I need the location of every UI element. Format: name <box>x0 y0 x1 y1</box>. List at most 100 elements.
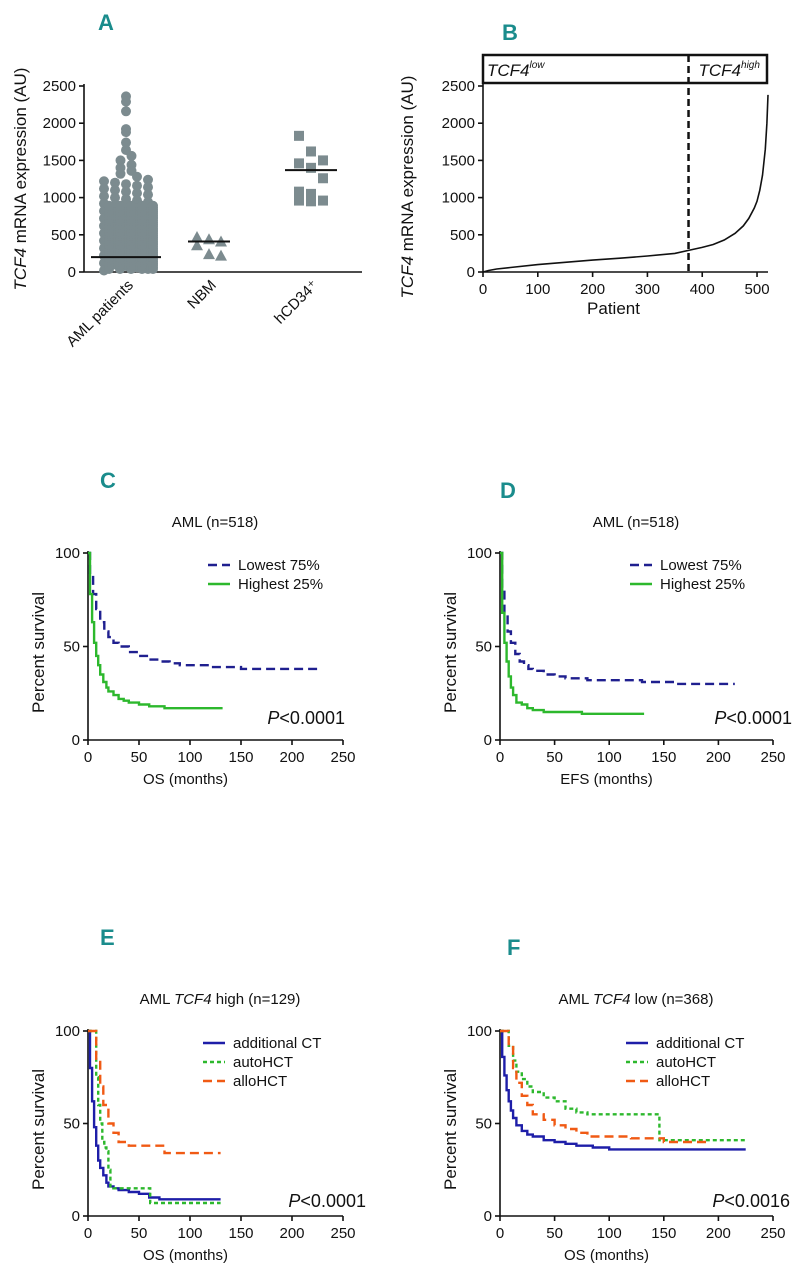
x-axis-title: OS (months) <box>143 771 228 788</box>
survival-curve <box>500 1029 708 1144</box>
data-point <box>143 189 153 200</box>
x-tick-label: 50 <box>546 1225 563 1242</box>
data-point <box>121 106 131 117</box>
y-tick-label: 50 <box>63 1116 80 1133</box>
data-point <box>99 183 109 194</box>
y-tick-label: 1500 <box>43 152 76 169</box>
x-tick-label: 100 <box>597 1225 622 1242</box>
data-point <box>318 155 328 166</box>
data-point <box>306 146 316 157</box>
p-value-number: <0.0001 <box>726 708 792 728</box>
data-point <box>110 177 120 188</box>
survival-curve <box>500 1029 746 1151</box>
panel-title-part: AML <box>559 991 593 1008</box>
legend-label: Highest 25% <box>660 576 745 593</box>
data-point <box>121 179 131 190</box>
data-point <box>137 200 147 211</box>
y-tick-label: 50 <box>475 639 492 656</box>
legend-label: additional CT <box>233 1035 321 1052</box>
y-axis-title-gene: TCF4 <box>398 256 417 299</box>
survival-curve <box>500 551 645 715</box>
y-tick-label: 2000 <box>43 115 76 132</box>
data-point <box>191 239 203 251</box>
survival-curve <box>500 551 735 686</box>
p-value: P<0.0001 <box>267 708 345 728</box>
y-tick-label: 1000 <box>442 190 475 207</box>
panel-d: 0 50 100 0 50 100 150 200 250 D Percent survival EF… <box>441 478 792 788</box>
y-tick-label: 0 <box>68 264 76 281</box>
legend-label: alloHCT <box>656 1073 710 1090</box>
data-point <box>115 168 126 179</box>
data-point <box>115 155 126 166</box>
panel-title: AML TCF4 low (n=368) <box>559 991 714 1008</box>
legend-label: alloHCT <box>233 1073 287 1090</box>
y-tick-label: 0 <box>484 732 492 749</box>
panel-title-gene: TCF4 <box>593 991 631 1008</box>
legend-label: Lowest 75% <box>238 557 320 574</box>
x-tick-label: 200 <box>706 1225 731 1242</box>
data-point <box>121 127 131 138</box>
y-axis-title-rest: mRNA expression (AU) <box>398 76 417 256</box>
y-tick-label: 0 <box>72 1208 80 1225</box>
x-axis-title: EFS (months) <box>560 771 653 788</box>
x-tick-label: 250 <box>760 749 785 766</box>
x-axis-title: OS (months) <box>143 1247 228 1264</box>
data-point <box>143 182 153 193</box>
x-tick-label: 100 <box>177 1225 202 1242</box>
data-point <box>121 186 131 197</box>
x-tick-label: 100 <box>525 281 550 298</box>
panel-title: AML TCF4 high (n=129) <box>140 991 301 1008</box>
data-point <box>126 200 136 211</box>
panel-label: C <box>100 468 116 493</box>
y-axis-title: TCF4 mRNA expression (AU) <box>398 76 417 299</box>
panel-title-part: AML <box>140 991 174 1008</box>
legend-label: autoHCT <box>233 1054 293 1071</box>
panel-c: 0 50 100 0 50 100 150 200 250 C Percent survival OS… <box>29 468 356 788</box>
x-tick-label: 150 <box>228 749 253 766</box>
x-tick-label: 400 <box>690 281 715 298</box>
survival-curve <box>88 1029 221 1205</box>
panel-label: F <box>507 935 520 960</box>
y-tick-label: 1500 <box>442 152 475 169</box>
data-point <box>115 200 125 211</box>
panel-e: 0 50 100 0 50 100 150 200 250 E Percent survival OS… <box>29 925 366 1264</box>
data-point <box>104 200 114 211</box>
data-point <box>215 249 227 261</box>
group-triangle-points <box>191 231 227 261</box>
data-point <box>132 180 142 191</box>
p-value-symbol: P <box>267 708 279 728</box>
p-value-number: <0.0016 <box>724 1191 790 1211</box>
x-tick-label: 250 <box>330 749 355 766</box>
x-tick-label: 200 <box>279 1225 304 1242</box>
panel-title: AML (n=518) <box>172 514 259 531</box>
y-tick-label: 0 <box>72 732 80 749</box>
y-axis-title: TCF4 mRNA expression (AU) <box>11 68 30 291</box>
x-tick-label: 100 <box>177 749 202 766</box>
x-tick-label: 150 <box>651 1225 676 1242</box>
survival-curve <box>88 1029 221 1155</box>
data-point <box>318 195 328 206</box>
panel-a: 0 500 1000 1500 2000 2500 A TCF4 mRNA expressio… <box>11 10 362 350</box>
data-point <box>294 186 304 197</box>
x-tick-label: 200 <box>580 281 605 298</box>
band-label-high: TCF4high <box>699 60 761 80</box>
expression-curve <box>482 94 769 273</box>
y-axis-title: Percent survival <box>29 592 48 713</box>
y-tick-label: 2500 <box>43 78 76 95</box>
p-value-symbol: P <box>288 1191 300 1211</box>
y-tick-label: 500 <box>450 227 475 244</box>
band-label-low-base: TCF4 <box>487 61 530 80</box>
data-point <box>306 196 316 207</box>
band-label-low-sup: low <box>530 60 546 71</box>
x-tick-label: 200 <box>706 749 731 766</box>
y-tick-label: 50 <box>475 1116 492 1133</box>
x-tick-label: 0 <box>496 1225 504 1242</box>
p-value-number: <0.0001 <box>279 708 345 728</box>
y-tick-label: 50 <box>63 639 80 656</box>
y-tick-label: 2500 <box>442 78 475 95</box>
data-point <box>294 130 304 141</box>
category-label: AML patients <box>63 277 137 351</box>
y-axis-title-rest: mRNA expression (AU) <box>11 68 30 248</box>
